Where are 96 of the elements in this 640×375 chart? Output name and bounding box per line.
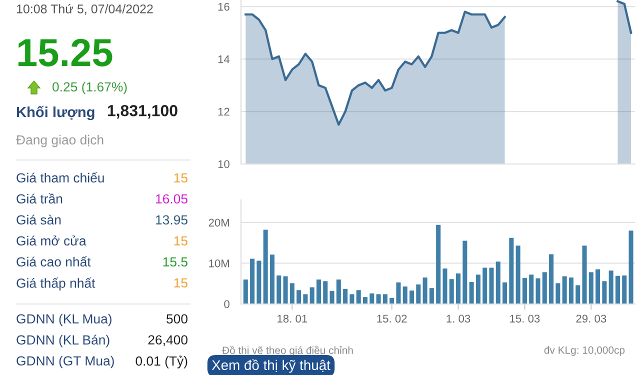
text: Xem đồ thị kỹ thuật (212, 359, 330, 373)
text: Giá cao nhất (16, 256, 91, 267)
bar (303, 294, 308, 304)
bar (542, 272, 547, 304)
bar (608, 270, 614, 304)
bar (602, 281, 607, 304)
bar (243, 280, 248, 304)
text: 13.95 (156, 215, 188, 225)
text: Giá tham chiếu (16, 172, 104, 183)
y-tick-label: 10M (209, 259, 229, 268)
bar (442, 268, 448, 304)
bar (263, 230, 268, 304)
bar (429, 288, 434, 304)
bar (628, 230, 634, 304)
bar (562, 276, 567, 304)
bar (576, 285, 580, 304)
text: 15.5 (163, 257, 188, 267)
text: Giá thấp nhất (16, 278, 96, 290)
text: Giá mở cửa (16, 235, 86, 246)
bar (516, 246, 520, 304)
bar (283, 276, 288, 304)
bar (482, 268, 488, 304)
bar (529, 274, 534, 304)
bar (622, 275, 627, 304)
bar (489, 268, 494, 304)
text: 26,400 (148, 335, 188, 346)
bar (356, 290, 361, 304)
bar (536, 278, 540, 304)
text: Giá trần (16, 193, 62, 204)
bar (496, 262, 500, 304)
x-tick-label: 15. 02 (377, 314, 407, 323)
bar (596, 269, 600, 304)
text: 1,831,100 (108, 104, 178, 119)
bar (476, 274, 480, 304)
bar (556, 283, 560, 304)
y-tick-label: 10 (218, 160, 230, 168)
bar (323, 281, 328, 304)
x-tick-label: 1. 03 (446, 314, 470, 323)
bar (316, 280, 321, 304)
bar (330, 290, 334, 304)
text: Khối lượng (16, 106, 94, 120)
bar (582, 246, 587, 304)
bar (588, 272, 594, 304)
bar (456, 273, 461, 304)
text: GDNN (KL Mua) (16, 314, 112, 326)
bar (250, 258, 255, 304)
text: 15 (174, 173, 188, 183)
bar (568, 277, 574, 304)
bar (422, 277, 428, 304)
bar (382, 294, 388, 304)
bar (350, 294, 354, 304)
bar (522, 278, 527, 304)
text: 15.25 (18, 38, 112, 66)
bar (276, 275, 282, 304)
bar (290, 283, 294, 304)
bar (343, 288, 348, 304)
bar (615, 276, 620, 304)
x-tick-label: 18. 01 (278, 314, 308, 323)
bar (270, 254, 274, 304)
bar (402, 286, 408, 304)
bar (409, 290, 414, 304)
bar (296, 290, 302, 304)
bar (436, 224, 441, 304)
bar (509, 238, 514, 304)
text: 16.05 (156, 194, 188, 204)
bar (469, 282, 474, 304)
bar (549, 254, 554, 304)
bar (416, 284, 421, 304)
bar (502, 282, 508, 304)
text: 15 (174, 278, 188, 288)
text: Đang giao dịch (16, 134, 104, 148)
bar (310, 287, 314, 304)
bar (396, 282, 401, 304)
y-tick-label: 16 (218, 2, 230, 11)
y-tick-label: 12 (218, 108, 230, 116)
bar (336, 280, 341, 304)
text: 500 (166, 314, 188, 324)
text: GDNN (KL Bán) (16, 334, 110, 348)
y-tick-label: 14 (218, 55, 230, 64)
bar (370, 293, 374, 304)
bar (449, 279, 454, 304)
bar (376, 294, 381, 304)
bar (362, 297, 368, 304)
text: đv KLg: 10,000cp (544, 346, 625, 356)
text: Giá sàn (16, 214, 61, 225)
text: 10:08 Thứ 5, 07/04/2022 (16, 4, 153, 15)
x-tick-label: 15. 03 (510, 314, 540, 323)
x-tick-label: 29. 03 (576, 314, 606, 323)
y-tick-label: 20M (208, 218, 229, 227)
bar (462, 240, 468, 304)
y-tick-label: 0 (224, 300, 230, 308)
text: 0.25 (1.67%) (52, 82, 127, 94)
text: GDNN (GT Mua) (16, 356, 114, 368)
text: 0.01 (Tỷ) (136, 356, 188, 368)
text: 15 (174, 236, 188, 246)
bar (256, 260, 262, 304)
